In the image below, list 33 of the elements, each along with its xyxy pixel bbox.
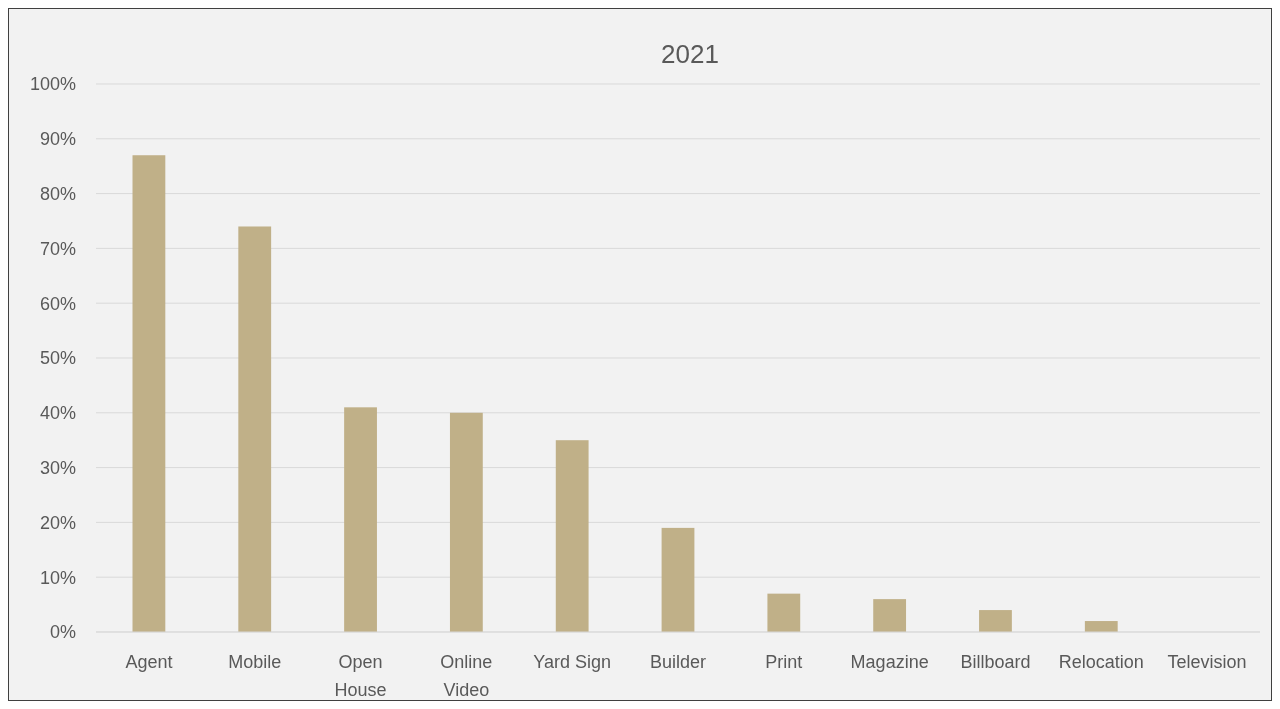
x-tick-label: Open House [334, 652, 387, 700]
y-tick-label: 10% [39, 567, 76, 588]
x-tick-label: Television [1167, 652, 1247, 672]
chart-title: 2021 [661, 39, 719, 69]
y-tick-label: 20% [39, 512, 76, 533]
y-tick-label: 60% [39, 293, 76, 314]
bar [661, 527, 695, 632]
y-tick-label: 90% [39, 129, 76, 150]
bar [767, 593, 801, 632]
x-tick-label: Magazine [850, 652, 929, 672]
bar [238, 226, 272, 632]
bar [873, 599, 907, 632]
bar [979, 610, 1012, 632]
y-tick-label: 80% [39, 183, 76, 204]
x-tick-label: Print [765, 652, 803, 672]
bar [555, 440, 589, 632]
y-tick-label: 30% [39, 457, 76, 478]
y-tick-label: 100% [29, 74, 76, 95]
bar [449, 412, 483, 632]
x-tick-label: Builder [649, 652, 707, 672]
x-tick-label: Mobile [228, 652, 282, 672]
bar [132, 155, 166, 632]
x-tick-label: Billboard [960, 652, 1031, 672]
x-tick-label: Yard Sign [533, 652, 612, 672]
x-tick-label: Online Video [440, 652, 493, 700]
y-tick-label: 40% [39, 403, 76, 424]
y-tick-label: 50% [39, 348, 76, 369]
bar [344, 407, 377, 632]
x-tick-label: Relocation [1058, 652, 1144, 672]
y-tick-label: 70% [39, 238, 76, 259]
x-tick-label: Agent [125, 652, 173, 672]
y-tick-label: 0% [49, 622, 76, 643]
bar [1084, 621, 1118, 632]
